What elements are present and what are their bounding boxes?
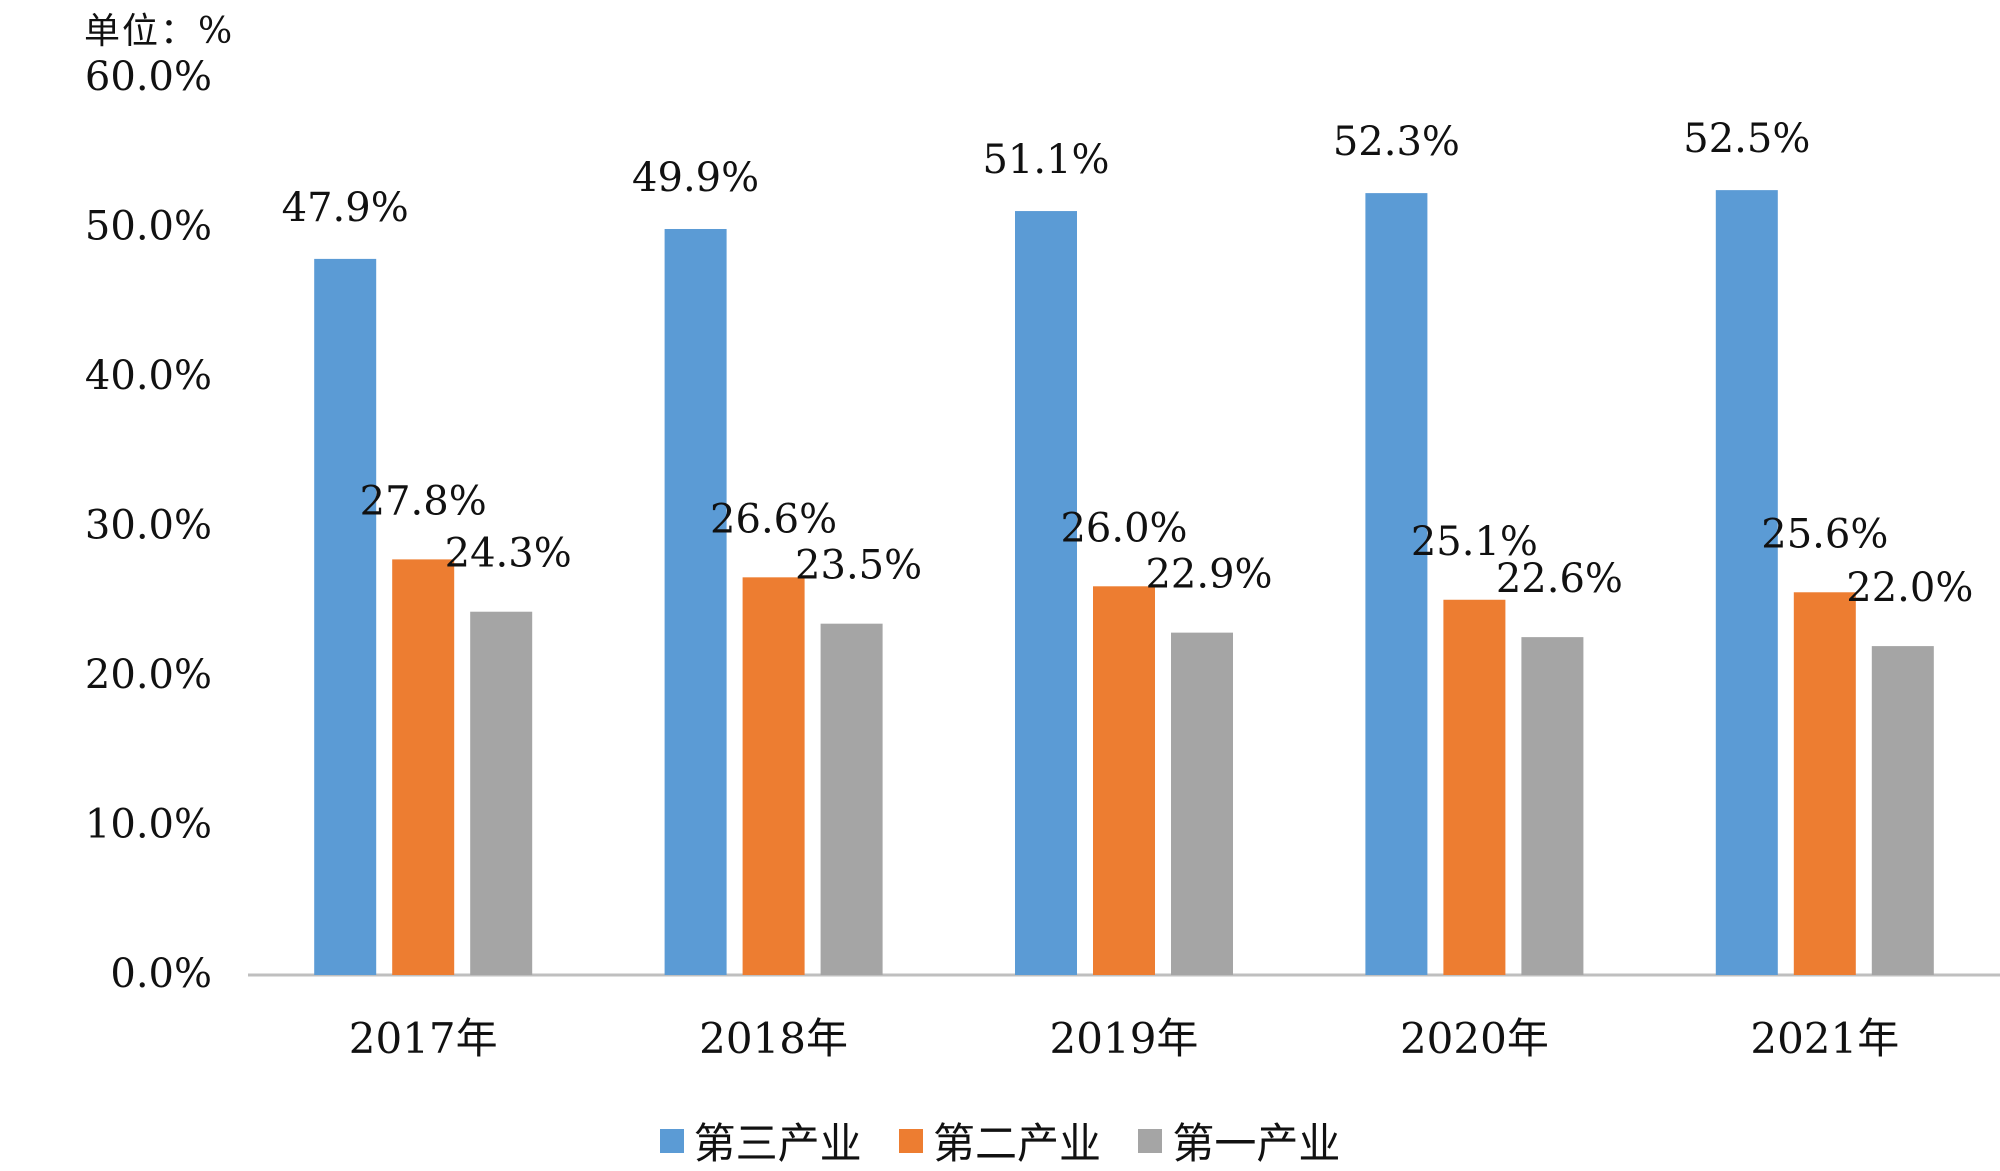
y-tick-label: 20.0% <box>85 652 212 698</box>
data-label-secondary-2: 26.6% <box>710 496 837 542</box>
legend-item-secondary: 第二产业 <box>898 1110 1101 1171</box>
legend-swatch-primary <box>1138 1128 1163 1153</box>
legend: 第三产业 第二产业 第一产业 <box>0 1110 2000 1171</box>
x-tick-label: 2018年 <box>699 1014 848 1063</box>
legend-item-primary: 第一产业 <box>1138 1110 1340 1171</box>
data-label-tertiary-2: 49.9% <box>632 155 759 201</box>
legend-label-secondary: 第二产业 <box>932 1119 1101 1168</box>
bar-primary-1 <box>470 611 533 975</box>
bar-primary-4 <box>1521 637 1584 975</box>
y-tick-label: 30.0% <box>85 503 212 549</box>
data-label-primary-1: 24.3% <box>445 531 572 577</box>
bar-tertiary-1 <box>314 258 377 975</box>
legend-swatch-secondary <box>898 1128 923 1153</box>
bar-tertiary-2 <box>664 228 727 975</box>
data-label-secondary-1: 27.8% <box>360 478 487 524</box>
legend-label-primary: 第一产业 <box>1172 1119 1341 1168</box>
bar-tertiary-4 <box>1365 193 1428 976</box>
bar-secondary-1 <box>392 559 455 975</box>
x-tick-label: 2017年 <box>349 1014 498 1063</box>
x-tick-label: 2021年 <box>1750 1014 1899 1063</box>
data-label-secondary-3: 26.0% <box>1060 505 1187 551</box>
data-label-tertiary-3: 51.1% <box>982 137 1109 183</box>
y-tick-label: 60.0% <box>85 54 212 100</box>
bar-tertiary-3 <box>1015 211 1077 975</box>
y-tick-label: 40.0% <box>85 353 212 399</box>
data-label-tertiary-4: 52.3% <box>1333 119 1460 165</box>
y-tick-label: 50.0% <box>85 204 212 250</box>
data-label-primary-2: 23.5% <box>795 543 922 589</box>
bar-primary-2 <box>820 623 883 975</box>
y-tick-label: 0.0% <box>110 951 212 997</box>
y-tick-label: 10.0% <box>85 802 212 848</box>
bar-primary-5 <box>1871 646 1934 975</box>
bar-secondary-5 <box>1793 592 1856 975</box>
bar-secondary-2 <box>742 577 805 975</box>
data-label-secondary-4: 25.1% <box>1411 519 1538 565</box>
data-label-primary-3: 22.9% <box>1145 552 1272 598</box>
bar-tertiary-5 <box>1715 190 1778 975</box>
legend-swatch-tertiary <box>659 1128 684 1153</box>
bar-secondary-3 <box>1093 586 1155 975</box>
unit-label: 单位：% <box>84 11 235 52</box>
data-label-primary-5: 22.0% <box>1846 565 1973 611</box>
data-label-tertiary-5: 52.5% <box>1683 116 1810 162</box>
x-tick-label: 2019年 <box>1050 1014 1199 1063</box>
legend-item-tertiary: 第三产业 <box>659 1110 862 1171</box>
legend-label-tertiary: 第三产业 <box>693 1119 862 1168</box>
data-label-primary-4: 22.6% <box>1496 556 1623 602</box>
bar-secondary-4 <box>1443 599 1506 975</box>
data-label-tertiary-1: 47.9% <box>282 185 409 231</box>
data-label-secondary-5: 25.6% <box>1761 511 1888 557</box>
bar-primary-3 <box>1171 632 1233 975</box>
x-tick-label: 2020年 <box>1400 1014 1549 1063</box>
